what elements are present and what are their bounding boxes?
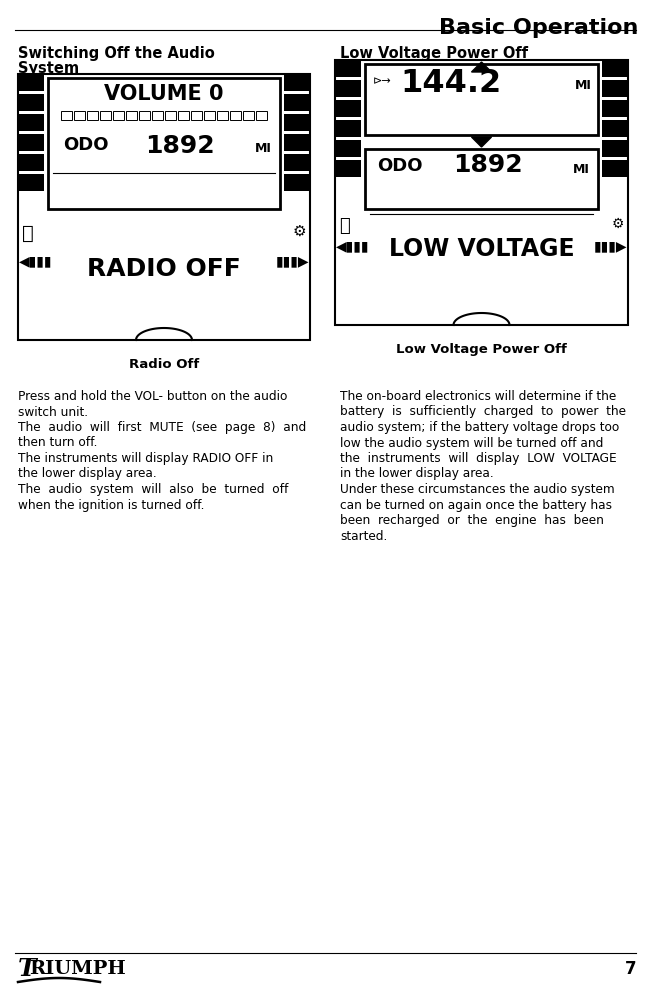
- Bar: [191, 111, 202, 120]
- Bar: [18, 134, 44, 151]
- Text: 1892: 1892: [145, 134, 215, 158]
- Bar: [602, 120, 628, 137]
- Bar: [284, 134, 310, 151]
- Bar: [284, 154, 310, 171]
- Text: System: System: [18, 61, 79, 76]
- Bar: [335, 100, 361, 117]
- Text: Low Voltage Power Off: Low Voltage Power Off: [340, 46, 528, 61]
- Text: Radio Off: Radio Off: [129, 358, 199, 371]
- Bar: [204, 111, 215, 120]
- Text: T: T: [18, 957, 36, 981]
- Text: the  instruments  will  display  LOW  VOLTAGE: the instruments will display LOW VOLTAGE: [340, 452, 616, 465]
- Bar: [18, 154, 44, 171]
- Text: been  recharged  or  the  engine  has  been: been recharged or the engine has been: [340, 514, 604, 527]
- Bar: [335, 120, 361, 137]
- Text: The  audio  system  will  also  be  turned  off: The audio system will also be turned off: [18, 483, 288, 496]
- Text: Low Voltage Power Off: Low Voltage Power Off: [396, 343, 567, 356]
- Bar: [284, 74, 310, 91]
- Bar: [335, 80, 361, 97]
- Text: when the ignition is turned off.: when the ignition is turned off.: [18, 498, 204, 511]
- Text: ODO: ODO: [377, 157, 422, 175]
- Text: ▮▮▮▶: ▮▮▮▶: [275, 254, 309, 268]
- Text: MI: MI: [255, 142, 272, 155]
- Text: Press and hold the VOL- button on the audio: Press and hold the VOL- button on the au…: [18, 390, 287, 403]
- Text: MI: MI: [575, 79, 592, 92]
- Text: ◀▮▮▮: ◀▮▮▮: [19, 254, 53, 268]
- Text: ▮▮▮▶: ▮▮▮▶: [594, 239, 627, 253]
- Bar: [178, 111, 189, 120]
- Text: audio system; if the battery voltage drops too: audio system; if the battery voltage dro…: [340, 421, 619, 434]
- Polygon shape: [471, 137, 492, 147]
- Bar: [230, 111, 241, 120]
- Text: ⚙: ⚙: [292, 224, 306, 239]
- Bar: [18, 174, 44, 191]
- Bar: [365, 149, 598, 209]
- Text: low the audio system will be turned off and: low the audio system will be turned off …: [340, 436, 603, 449]
- Text: battery  is  sufficiently  charged  to  power  the: battery is sufficiently charged to power…: [340, 405, 626, 418]
- Bar: [18, 74, 310, 340]
- Bar: [217, 111, 228, 120]
- Bar: [335, 60, 628, 325]
- Text: ⛽: ⛽: [339, 217, 350, 235]
- Text: RIUMPH: RIUMPH: [29, 960, 126, 978]
- Text: ODO: ODO: [63, 136, 109, 154]
- Bar: [256, 111, 267, 120]
- Bar: [139, 111, 150, 120]
- Text: ⚙: ⚙: [611, 217, 624, 231]
- Text: in the lower display area.: in the lower display area.: [340, 468, 493, 481]
- Text: ⛽: ⛽: [22, 224, 34, 243]
- Text: LOW VOLTAGE: LOW VOLTAGE: [389, 237, 574, 261]
- Bar: [335, 60, 361, 77]
- Text: RADIO OFF: RADIO OFF: [87, 257, 241, 281]
- Bar: [284, 94, 310, 111]
- Bar: [602, 80, 628, 97]
- Text: The  audio  will  first  MUTE  (see  page  8)  and: The audio will first MUTE (see page 8) a…: [18, 421, 306, 434]
- Bar: [602, 60, 628, 77]
- Text: switch unit.: switch unit.: [18, 405, 88, 418]
- Text: can be turned on again once the battery has: can be turned on again once the battery …: [340, 498, 612, 511]
- Text: VOLUME 0: VOLUME 0: [104, 84, 224, 104]
- Bar: [61, 111, 72, 120]
- Bar: [602, 140, 628, 157]
- Bar: [284, 114, 310, 131]
- Text: the lower display area.: the lower display area.: [18, 468, 157, 481]
- Bar: [152, 111, 163, 120]
- Bar: [335, 140, 361, 157]
- Bar: [126, 111, 137, 120]
- Text: MI: MI: [573, 163, 590, 176]
- Bar: [243, 111, 254, 120]
- Bar: [87, 111, 98, 120]
- Bar: [165, 111, 176, 120]
- Bar: [284, 174, 310, 191]
- Text: ⊳→: ⊳→: [373, 76, 392, 86]
- Bar: [18, 114, 44, 131]
- Text: 144.2: 144.2: [400, 68, 501, 99]
- Text: The on-board electronics will determine if the: The on-board electronics will determine …: [340, 390, 616, 403]
- Bar: [100, 111, 111, 120]
- Text: started.: started.: [340, 529, 387, 543]
- Text: then turn off.: then turn off.: [18, 436, 98, 449]
- Bar: [48, 78, 280, 209]
- Bar: [335, 160, 361, 177]
- Text: The instruments will display RADIO OFF in: The instruments will display RADIO OFF i…: [18, 452, 273, 465]
- Bar: [18, 74, 44, 91]
- Bar: [602, 160, 628, 177]
- Bar: [602, 100, 628, 117]
- Bar: [74, 111, 85, 120]
- Polygon shape: [471, 62, 492, 72]
- Text: Under these circumstances the audio system: Under these circumstances the audio syst…: [340, 483, 615, 496]
- Text: Basic Operation: Basic Operation: [439, 18, 638, 38]
- Bar: [365, 64, 598, 135]
- Text: Switching Off the Audio: Switching Off the Audio: [18, 46, 215, 61]
- Bar: [113, 111, 124, 120]
- Text: 1892: 1892: [454, 153, 523, 177]
- Text: 7: 7: [624, 960, 636, 978]
- Text: ◀▮▮▮: ◀▮▮▮: [336, 239, 370, 253]
- Bar: [18, 94, 44, 111]
